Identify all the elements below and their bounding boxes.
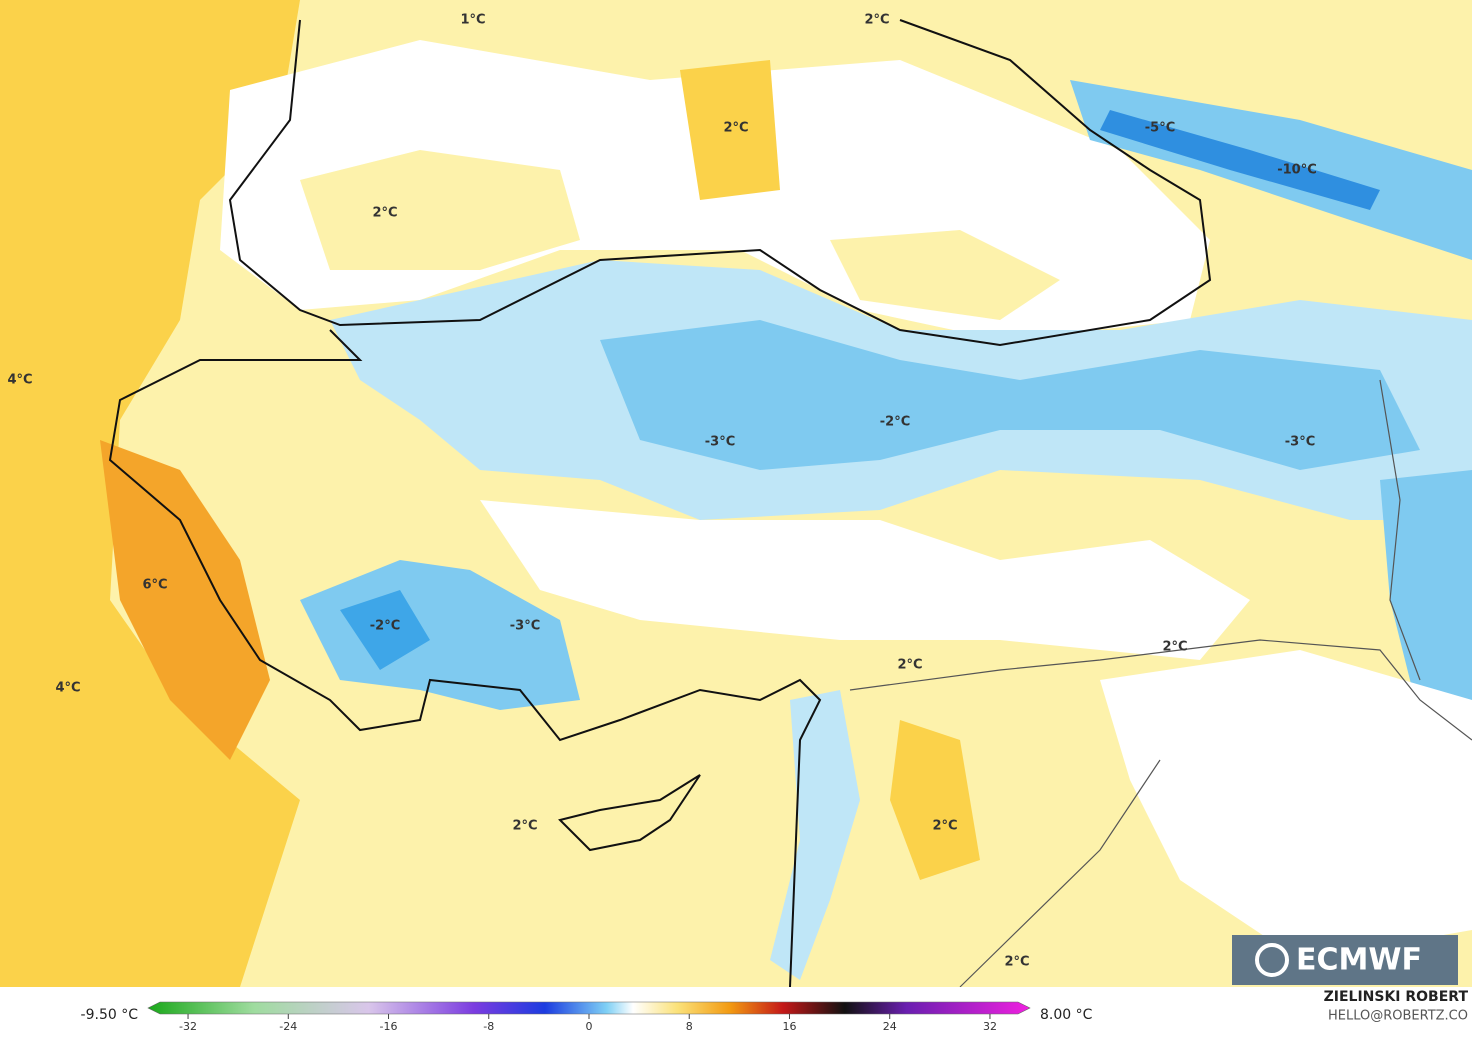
colorbar-tick-label: -8 [483, 1020, 494, 1033]
contour-label: 2°C [512, 819, 537, 834]
contour-labels: 1°C 2°C 2°C 2°C -5°C -10°C 4°C -2°C -3°C -3°C 6°C -… [7, 13, 1316, 970]
contour-label: 6°C [142, 578, 167, 593]
contour-label: -2°C [880, 415, 910, 430]
border [849, 639, 1472, 741]
contour-label: -2°C [370, 619, 400, 634]
colorbar-ticks: -32 -24 -16 -8 0 8 16 24 32 [179, 1014, 997, 1033]
author: ZIELINSKI ROBERT [1324, 989, 1469, 1005]
contour-label: -5°C [1145, 121, 1175, 136]
max-label: 8.00 °C [1040, 1007, 1093, 1023]
neutral-area [480, 500, 1250, 660]
colorbar-tick-label: -32 [179, 1020, 197, 1033]
cool-band-core [1100, 110, 1380, 210]
colorbar-tick-label: 16 [782, 1020, 796, 1033]
warm-patch [680, 60, 780, 200]
colorbar [147, 1001, 1031, 1015]
coastline [558, 774, 701, 852]
border [959, 759, 1161, 988]
contact: HELLO@ROBERTZ.CO [1328, 1009, 1468, 1024]
warm-patch [830, 230, 1060, 320]
colorbar-tick-label: -24 [279, 1020, 297, 1033]
colorbar-tick-label: 0 [586, 1020, 593, 1033]
map-fill [0, 0, 1472, 987]
contour-label: 2°C [372, 206, 397, 221]
colorbar-tick-label: 24 [883, 1020, 897, 1033]
contour-label: 4°C [7, 373, 32, 388]
cool-core [340, 590, 430, 670]
contour-label: 2°C [723, 121, 748, 136]
colorbar-tick-label: 8 [686, 1020, 693, 1033]
coastline [108, 329, 822, 988]
contour-label: 2°C [897, 658, 922, 673]
colorbar-tick-label: -16 [380, 1020, 398, 1033]
contour-label: -10°C [1277, 163, 1317, 178]
contour-label: -3°C [510, 619, 540, 634]
coastlines [108, 19, 1472, 988]
cool-core [600, 320, 1420, 470]
neutral-area [1100, 650, 1472, 960]
coastline [228, 19, 1212, 347]
contour-label: -3°C [705, 435, 735, 450]
warm-patch [300, 150, 580, 270]
min-label: -9.50 °C [81, 1007, 139, 1023]
contour-label: 2°C [864, 13, 889, 28]
logo-text: ECMWF [1296, 943, 1422, 978]
contour-label: -3°C [1285, 435, 1315, 450]
contour-label: 2°C [1004, 955, 1029, 970]
border [1379, 379, 1421, 681]
contour-label: 4°C [55, 681, 80, 696]
warm-patch [890, 720, 980, 880]
contour-label: 2°C [932, 819, 957, 834]
logo-icon [1255, 943, 1289, 977]
contour-label: 1°C [460, 13, 485, 28]
contour-label: 2°C [1162, 640, 1187, 655]
cool-area [300, 560, 580, 710]
cool-area [1380, 470, 1472, 740]
logo: ECMWF [1232, 935, 1458, 985]
colorbar-tick-label: 32 [983, 1020, 997, 1033]
warm-core [100, 440, 270, 760]
